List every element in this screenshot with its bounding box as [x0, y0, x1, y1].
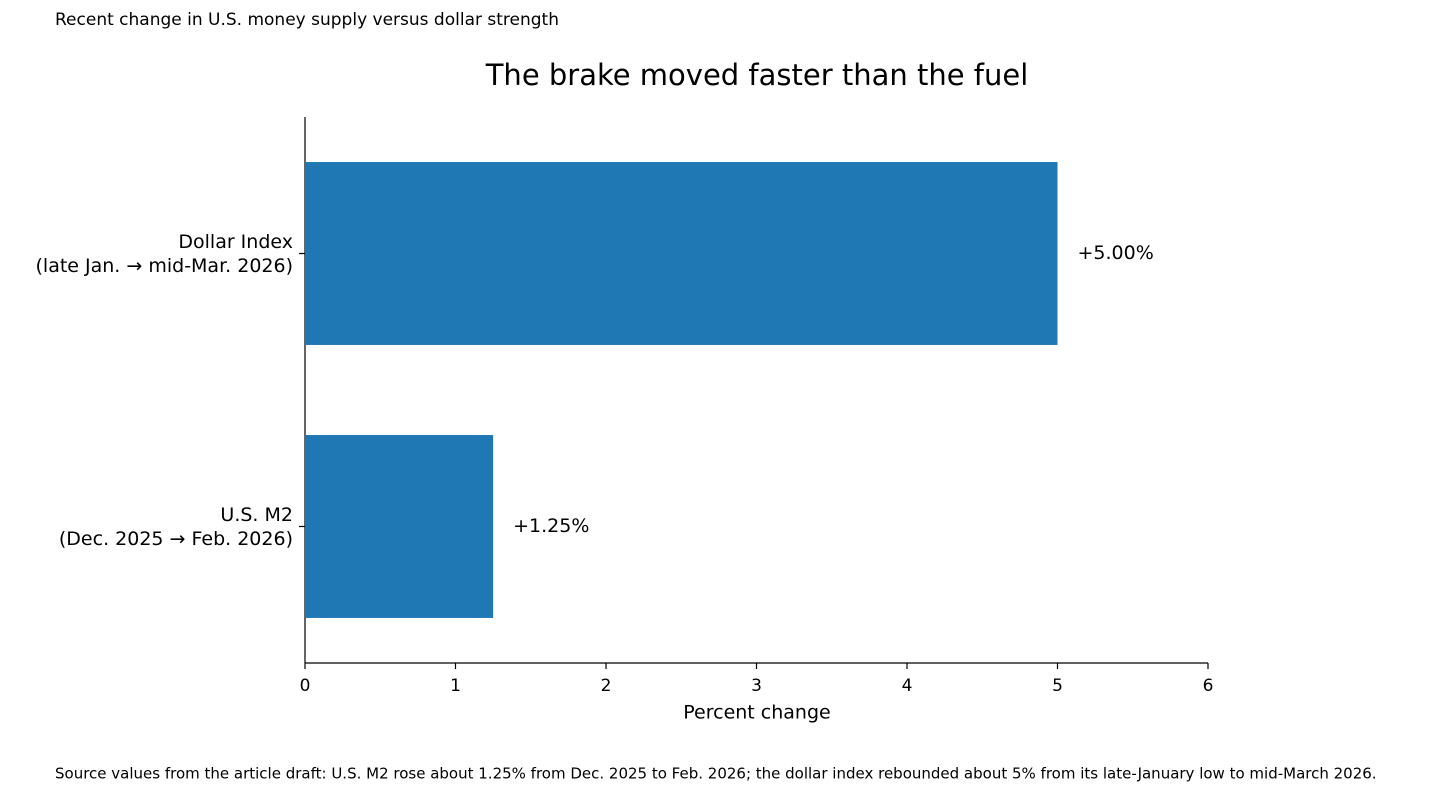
bar — [305, 435, 494, 618]
y-tick-label: U.S. M2 (Dec. 2025 → Feb. 2026) — [58, 503, 293, 550]
x-tick-label: 6 — [1203, 676, 1214, 696]
x-tick-label: 3 — [751, 676, 762, 696]
bar — [305, 162, 1058, 345]
x-tick-label: 4 — [902, 676, 913, 696]
value-label: +5.00% — [1078, 242, 1154, 264]
value-label: +1.25% — [513, 515, 589, 537]
x-tick-label: 0 — [300, 676, 311, 696]
footnote: Source values from the article draft: U.… — [55, 765, 1377, 783]
y-tick-label: Dollar Index (late Jan. → mid-Mar. 2026) — [35, 230, 294, 277]
x-tick-label: 2 — [601, 676, 612, 696]
x-tick-label: 5 — [1052, 676, 1063, 696]
chart-title: The brake moved faster than the fuel — [485, 58, 1029, 92]
chart-subtitle: Recent change in U.S. money supply versu… — [55, 10, 559, 30]
x-tick-label: 1 — [450, 676, 461, 696]
x-axis-label: Percent change — [683, 702, 830, 724]
